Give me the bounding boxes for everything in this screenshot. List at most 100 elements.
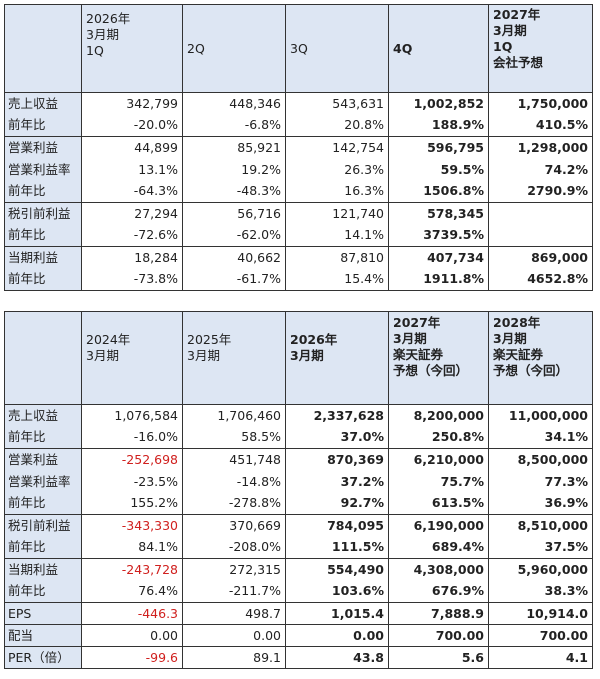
table-cell: 77.3% [488, 470, 593, 493]
table-cell: 37.0% [285, 426, 389, 449]
row-label: 売上収益 [4, 404, 82, 427]
table-cell: 92.7% [285, 492, 389, 515]
table-cell: 1,002,852 [388, 92, 489, 115]
table-cell: -6.8% [182, 114, 286, 137]
header-corner [4, 311, 82, 405]
row-label: 前年比 [4, 114, 82, 137]
table-cell: 58.5% [182, 426, 286, 449]
table-cell: -20.0% [81, 114, 183, 137]
table-cell: 15.4% [285, 268, 389, 291]
row-label: 前年比 [4, 492, 82, 515]
table-cell: 3739.5% [388, 224, 489, 247]
table-cell: 13.1% [81, 158, 183, 181]
col-header-2024: 2024年 3月期 [81, 311, 183, 405]
row-label: 前年比 [4, 536, 82, 559]
row-label: 前年比 [4, 580, 82, 603]
table-cell: 407,734 [388, 246, 489, 269]
table-row: 営業利益 44,899 85,921 142,754 596,795 1,298,000 [4, 136, 593, 159]
row-label: 前年比 [4, 426, 82, 449]
row-label: PER（倍） [4, 646, 82, 669]
table-cell: 1,706,460 [182, 404, 286, 427]
table-cell: 272,315 [182, 558, 286, 581]
table-cell: 38.3% [488, 580, 593, 603]
table-cell: -99.6 [81, 646, 183, 669]
table-cell: 700.00 [388, 624, 489, 647]
table-cell: 16.3% [285, 180, 389, 203]
table-cell: 11,000,000 [488, 404, 593, 427]
header-corner [4, 4, 82, 93]
table-cell: 36.9% [488, 492, 593, 515]
row-label: 配当 [4, 624, 82, 647]
table-cell: 250.8% [388, 426, 489, 449]
table-cell: 8,510,000 [488, 514, 593, 537]
table-row: 前年比 -20.0% -6.8% 20.8% 188.9% 410.5% [4, 114, 593, 137]
col-header-2027-1q-forecast: 2027年 3月期 1Q 会社予想 [488, 4, 593, 93]
table-cell: 689.4% [388, 536, 489, 559]
table-cell: 75.7% [388, 470, 489, 493]
table-cell: 20.8% [285, 114, 389, 137]
table-row: 配当 0.00 0.00 0.00 700.00 700.00 [4, 624, 593, 647]
row-label: 税引前利益 [4, 514, 82, 537]
table-cell: -252,698 [81, 448, 183, 471]
table-cell: 59.5% [388, 158, 489, 181]
table-cell: 14.1% [285, 224, 389, 247]
table-cell: 0.00 [285, 624, 389, 647]
table-cell: 84.1% [81, 536, 183, 559]
col-header-2026-1q: 2026年 3月期 1Q [81, 4, 183, 93]
row-label: 前年比 [4, 180, 82, 203]
table-cell: 43.8 [285, 646, 389, 669]
row-label: 当期利益 [4, 246, 82, 269]
table-row: 前年比 -64.3% -48.3% 16.3% 1506.8% 2790.9% [4, 180, 593, 203]
table-cell: 543,631 [285, 92, 389, 115]
table-row: 前年比 84.1% -208.0% 111.5% 689.4% 37.5% [4, 536, 593, 559]
table-cell: 76.4% [81, 580, 183, 603]
table-cell: 56,716 [182, 202, 286, 225]
table-cell: 410.5% [488, 114, 593, 137]
table-cell: 1,750,000 [488, 92, 593, 115]
row-label: 前年比 [4, 268, 82, 291]
table-cell: -208.0% [182, 536, 286, 559]
table-cell: -211.7% [182, 580, 286, 603]
table-cell: 1,076,584 [81, 404, 183, 427]
table-cell: -64.3% [81, 180, 183, 203]
table-row: EPS -446.3 498.7 1,015.4 7,888.9 10,914.0 [4, 602, 593, 625]
col-header-2026: 2026年 3月期 [285, 311, 389, 405]
col-header-2025: 2025年 3月期 [182, 311, 286, 405]
table-cell: 10,914.0 [488, 602, 593, 625]
table-cell: -278.8% [182, 492, 286, 515]
table-row: 当期利益 -243,728 272,315 554,490 4,308,000 5,960… [4, 558, 593, 581]
table-cell: -23.5% [81, 470, 183, 493]
table-cell: -243,728 [81, 558, 183, 581]
table-row: 前年比 76.4% -211.7% 103.6% 676.9% 38.3% [4, 580, 593, 603]
table-cell: 34.1% [488, 426, 593, 449]
table-cell: 784,095 [285, 514, 389, 537]
table-cell: 18,284 [81, 246, 183, 269]
table-row: 前年比 -72.6% -62.0% 14.1% 3739.5% [4, 224, 593, 247]
row-label: 前年比 [4, 224, 82, 247]
table-cell: 1911.8% [388, 268, 489, 291]
table-row: 営業利益 -252,698 451,748 870,369 6,210,000 8,500… [4, 448, 593, 471]
table-cell: 111.5% [285, 536, 389, 559]
table-cell: 370,669 [182, 514, 286, 537]
table-cell: 155.2% [81, 492, 183, 515]
quarterly-results-table: 2026年 3月期 1Q 2Q 3Q 4Q 2027年 3月期 1Q 会社予想 … [4, 4, 593, 291]
table-cell: 188.9% [388, 114, 489, 137]
table-cell: 342,799 [81, 92, 183, 115]
table-row: 売上収益 1,076,584 1,706,460 2,337,628 8,200,000… [4, 404, 593, 427]
table-cell: 2,337,628 [285, 404, 389, 427]
table-row: 前年比 155.2% -278.8% 92.7% 613.5% 36.9% [4, 492, 593, 515]
row-label: 売上収益 [4, 92, 82, 115]
table-cell: 87,810 [285, 246, 389, 269]
table-cell: 4,308,000 [388, 558, 489, 581]
row-label: 税引前利益 [4, 202, 82, 225]
table-cell: 4652.8% [488, 268, 593, 291]
table-cell: 596,795 [388, 136, 489, 159]
table-cell: 19.2% [182, 158, 286, 181]
table-cell: 103.6% [285, 580, 389, 603]
table-cell: 27,294 [81, 202, 183, 225]
col-header-2q: 2Q [182, 4, 286, 93]
table-cell: 1,015.4 [285, 602, 389, 625]
col-header-2027-forecast: 2027年 3月期 楽天証券 予想（今回） [388, 311, 489, 405]
table-cell [488, 202, 593, 225]
table-cell: 26.3% [285, 158, 389, 181]
